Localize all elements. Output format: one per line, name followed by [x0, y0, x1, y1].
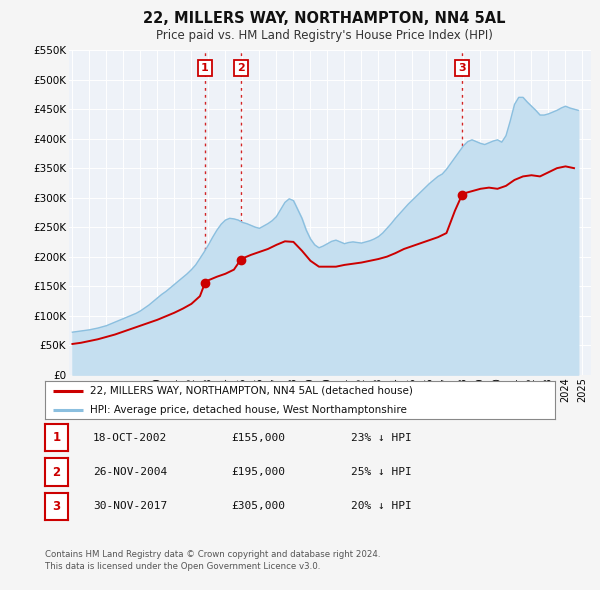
Text: This data is licensed under the Open Government Licence v3.0.: This data is licensed under the Open Gov…: [45, 562, 320, 571]
Text: 26-NOV-2004: 26-NOV-2004: [93, 467, 167, 477]
Text: £155,000: £155,000: [231, 433, 285, 442]
Text: 2: 2: [237, 63, 245, 73]
Text: £195,000: £195,000: [231, 467, 285, 477]
Text: 25% ↓ HPI: 25% ↓ HPI: [351, 467, 412, 477]
Text: 23% ↓ HPI: 23% ↓ HPI: [351, 433, 412, 442]
Text: Contains HM Land Registry data © Crown copyright and database right 2024.: Contains HM Land Registry data © Crown c…: [45, 550, 380, 559]
Text: 3: 3: [458, 63, 466, 73]
Text: 20% ↓ HPI: 20% ↓ HPI: [351, 502, 412, 511]
Text: 22, MILLERS WAY, NORTHAMPTON, NN4 5AL: 22, MILLERS WAY, NORTHAMPTON, NN4 5AL: [143, 11, 505, 27]
Text: 22, MILLERS WAY, NORTHAMPTON, NN4 5AL (detached house): 22, MILLERS WAY, NORTHAMPTON, NN4 5AL (d…: [90, 386, 413, 396]
Text: 18-OCT-2002: 18-OCT-2002: [93, 433, 167, 442]
Text: 1: 1: [201, 63, 209, 73]
Text: 3: 3: [52, 500, 61, 513]
Text: 1: 1: [52, 431, 61, 444]
Text: HPI: Average price, detached house, West Northamptonshire: HPI: Average price, detached house, West…: [90, 405, 407, 415]
Text: 30-NOV-2017: 30-NOV-2017: [93, 502, 167, 511]
Text: £305,000: £305,000: [231, 502, 285, 511]
Text: 2: 2: [52, 466, 61, 478]
Text: Price paid vs. HM Land Registry's House Price Index (HPI): Price paid vs. HM Land Registry's House …: [155, 29, 493, 42]
